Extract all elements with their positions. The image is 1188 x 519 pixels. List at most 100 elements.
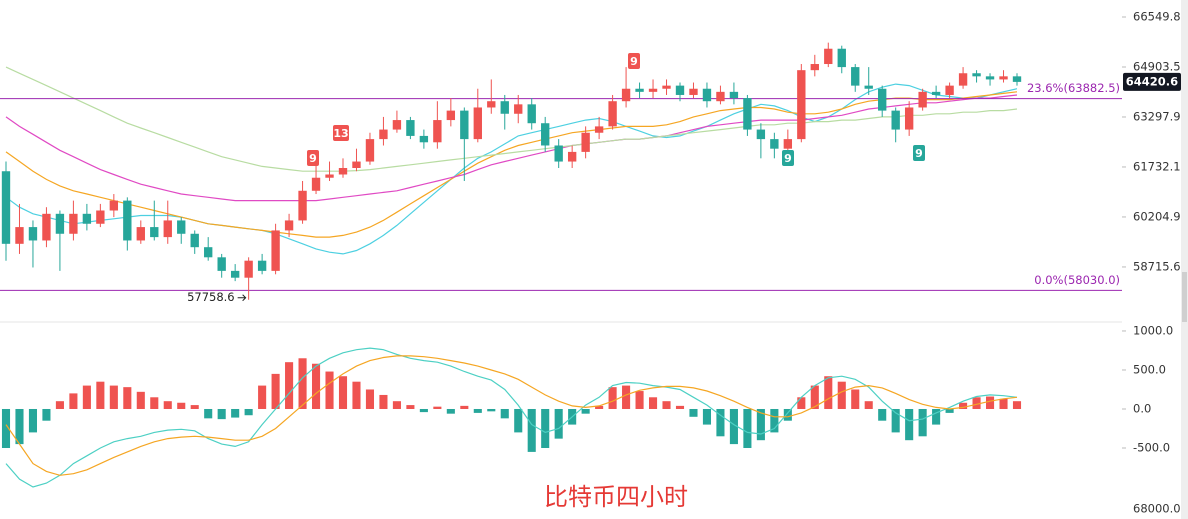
td-label: 9 <box>630 55 638 68</box>
scrollbar <box>1181 0 1188 519</box>
td-label: 13 <box>333 127 348 140</box>
candle-body <box>406 120 415 136</box>
candle-body <box>904 107 914 130</box>
y-tick-label: 61732.1 <box>1133 159 1181 173</box>
moving-average <box>5 83 1018 255</box>
macd-bar <box>716 408 725 437</box>
candle-body <box>594 126 604 133</box>
y-tick-label: 63297.9 <box>1133 109 1181 123</box>
macd-bar <box>109 385 118 409</box>
candle-body <box>702 88 712 102</box>
fib-label: 23.6%(63882.5) <box>1027 81 1120 95</box>
macd-bar <box>972 397 981 409</box>
macd-bar <box>352 381 361 409</box>
macd-bar <box>55 401 64 409</box>
td-box <box>782 150 794 166</box>
y-tick-label: 64903.5 <box>1133 59 1181 73</box>
candle-body <box>945 85 954 95</box>
macd-bar <box>82 385 91 409</box>
td-box <box>307 150 319 166</box>
candle-body <box>473 107 482 140</box>
macd-bar <box>338 376 348 409</box>
candle-body <box>567 151 577 162</box>
candle-body <box>527 104 536 124</box>
macd-bar <box>878 408 887 421</box>
candle-body <box>284 220 294 231</box>
macd-bar <box>864 401 873 409</box>
macd-bar <box>473 408 482 413</box>
candle-body <box>257 260 267 271</box>
macd-bar <box>770 408 779 433</box>
macd-bar <box>891 408 900 433</box>
candle-body <box>271 230 280 271</box>
candle-body <box>783 139 793 149</box>
macd-bar <box>406 405 415 409</box>
candle-body <box>918 91 927 108</box>
low-arrow <box>237 294 247 302</box>
y-tick-label: 66549.8 <box>1133 9 1181 23</box>
y-tick-label: 60204.9 <box>1133 209 1181 223</box>
candle-body <box>230 270 240 278</box>
candle-body <box>635 88 644 92</box>
candle-body <box>675 85 685 95</box>
macd-bar <box>648 397 658 409</box>
candle-body <box>69 213 78 234</box>
candle-body <box>15 227 24 244</box>
candle-body <box>150 227 159 238</box>
macd-bar <box>608 387 617 409</box>
macd-bar <box>959 402 968 409</box>
candle-body <box>244 260 253 278</box>
candle-body <box>123 200 132 241</box>
candle-body <box>648 88 658 92</box>
candle-body <box>433 120 442 143</box>
candle-body <box>837 48 846 68</box>
macd-bar <box>69 393 78 409</box>
macd-bar <box>783 408 792 421</box>
macd-bar <box>851 389 860 409</box>
macd-bar <box>392 401 401 409</box>
macd-bar <box>689 408 698 417</box>
macd-bar <box>541 408 550 449</box>
candle-body <box>42 213 51 241</box>
candle-body <box>514 104 523 114</box>
candle-body <box>338 168 348 175</box>
macd-bar <box>311 363 321 409</box>
macd-bar <box>419 408 428 413</box>
macd-bar <box>527 408 536 452</box>
macd-bar <box>487 408 496 412</box>
scrollbar-thumb <box>1182 272 1187 322</box>
macd-bar <box>999 398 1008 409</box>
candle-body <box>204 247 213 258</box>
moving-average <box>5 91 1018 238</box>
y-tick-label: 0.0 <box>1133 401 1151 415</box>
macd-bar <box>675 405 685 409</box>
macd-bar <box>622 385 631 409</box>
candle-body <box>608 101 617 127</box>
last-price-box <box>1123 72 1181 91</box>
macd-bar <box>258 385 267 409</box>
macd-bar <box>244 408 253 416</box>
macd-bar <box>662 401 671 409</box>
macd-bar <box>298 358 307 409</box>
macd-bar <box>756 408 765 441</box>
macd-bar <box>932 408 941 425</box>
macd-bar <box>150 397 159 409</box>
macd-bar <box>460 405 469 409</box>
candle-body <box>109 200 119 211</box>
watermark: 比特币四小时 <box>544 483 688 511</box>
candle-body <box>1 171 11 244</box>
candle-body <box>500 101 509 114</box>
macd-bar <box>231 408 240 418</box>
candle-body <box>365 139 375 162</box>
candle-body <box>797 70 806 140</box>
candle-body <box>419 135 429 143</box>
candle-body <box>298 190 307 221</box>
moving-average <box>5 94 1018 202</box>
low-label: 57758.6 <box>187 290 235 304</box>
macd-bar <box>446 408 455 414</box>
macd-bar <box>810 385 819 409</box>
candle-body <box>851 67 860 86</box>
candle-body <box>96 210 105 224</box>
macd-bar <box>743 408 752 449</box>
